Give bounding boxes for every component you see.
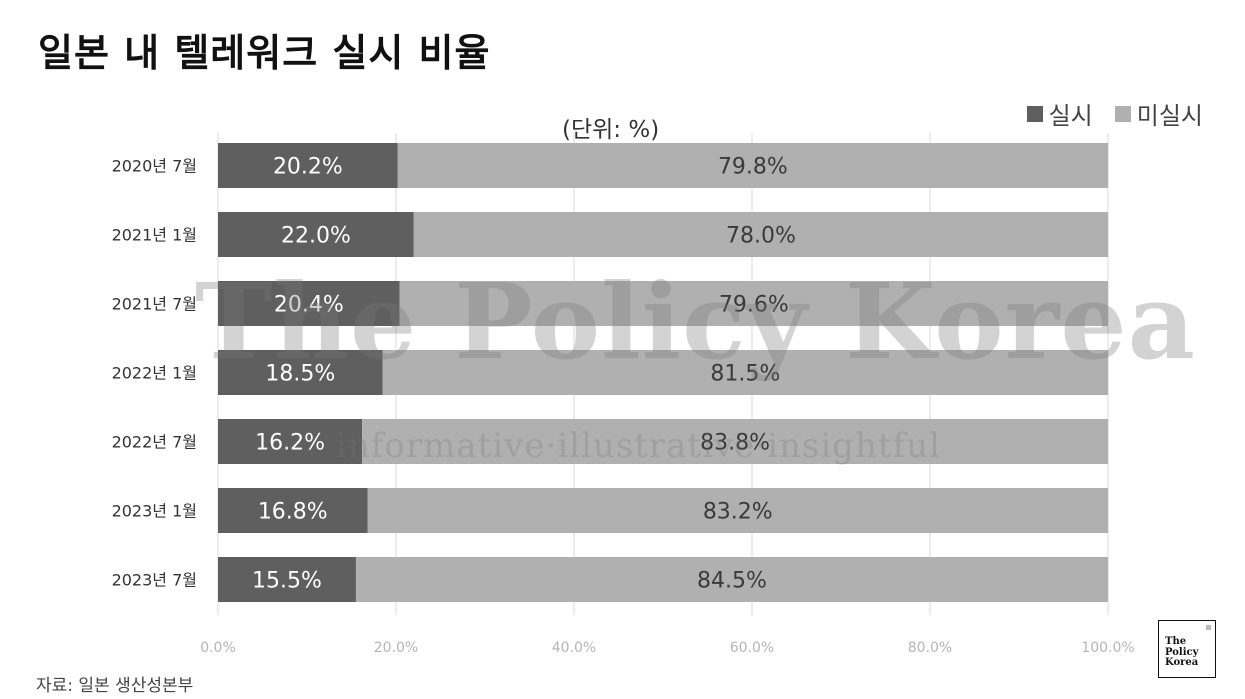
legend-label-not-implemented: 미실시	[1136, 102, 1203, 130]
category-label: 2021년 7월	[112, 295, 197, 314]
logo-text: The Policy Korea	[1165, 636, 1199, 668]
data-label-implemented: 22.0%	[281, 224, 351, 249]
category-label: 2021년 1월	[112, 226, 197, 245]
x-tick-label: 80.0%	[908, 640, 952, 656]
x-tick-label: 20.0%	[374, 640, 418, 656]
x-tick-label: 0.0%	[200, 640, 236, 656]
legend-label-implemented: 실시	[1048, 102, 1093, 130]
x-tick-label: 40.0%	[552, 640, 596, 656]
category-label: 2023년 7월	[112, 571, 197, 590]
source-note: 자료: 일본 생산성본부	[36, 676, 194, 696]
data-label-implemented: 16.2%	[255, 431, 325, 456]
data-label-not-implemented: 79.8%	[718, 155, 788, 180]
x-tick-label: 100.0%	[1081, 640, 1134, 656]
category-label: 2022년 1월	[112, 364, 197, 383]
x-tick-label: 60.0%	[730, 640, 774, 656]
legend-item-not-implemented: 미실시	[1114, 96, 1203, 131]
data-label-implemented: 15.5%	[252, 569, 322, 594]
data-label-implemented: 20.4%	[274, 293, 344, 318]
data-label-implemented: 16.8%	[258, 500, 328, 525]
data-label-not-implemented: 83.8%	[700, 431, 770, 456]
brand-logo: The Policy Korea	[1158, 620, 1216, 678]
bar-not-implemented	[382, 350, 1108, 395]
data-label-not-implemented: 83.2%	[703, 500, 773, 525]
bar-not-implemented	[367, 488, 1108, 533]
bar-implemented	[218, 143, 398, 188]
bar-not-implemented	[355, 557, 1108, 602]
data-label-not-implemented: 84.5%	[697, 569, 767, 594]
legend-item-implemented: 실시	[1026, 96, 1093, 131]
legend-swatch-not-implemented	[1114, 105, 1131, 122]
bar-not-implemented	[413, 212, 1108, 257]
bar-not-implemented	[399, 281, 1108, 326]
chart-title: 일본 내 텔레워크 실시 비율	[38, 31, 491, 75]
logo-corner-mark	[1206, 625, 1211, 630]
category-label: 2022년 7월	[112, 433, 197, 452]
data-label-not-implemented: 79.6%	[719, 293, 789, 318]
bar-implemented	[218, 419, 363, 464]
bar-implemented	[218, 557, 356, 602]
bar-not-implemented	[362, 419, 1108, 464]
data-label-not-implemented: 81.5%	[710, 362, 780, 387]
unit-note: (단위: %)	[562, 117, 660, 143]
bar-implemented	[218, 281, 400, 326]
bar-not-implemented	[397, 143, 1108, 188]
bar-implemented	[218, 488, 368, 533]
data-label-implemented: 20.2%	[273, 155, 343, 180]
category-label: 2023년 1월	[112, 502, 197, 521]
bar-implemented	[218, 212, 414, 257]
category-label: 2020년 7월	[112, 157, 197, 176]
legend-swatch-implemented	[1026, 105, 1043, 122]
bar-implemented	[218, 350, 383, 395]
data-label-implemented: 18.5%	[265, 362, 335, 387]
data-label-not-implemented: 78.0%	[726, 224, 796, 249]
legend: 실시 미실시	[1026, 96, 1203, 131]
